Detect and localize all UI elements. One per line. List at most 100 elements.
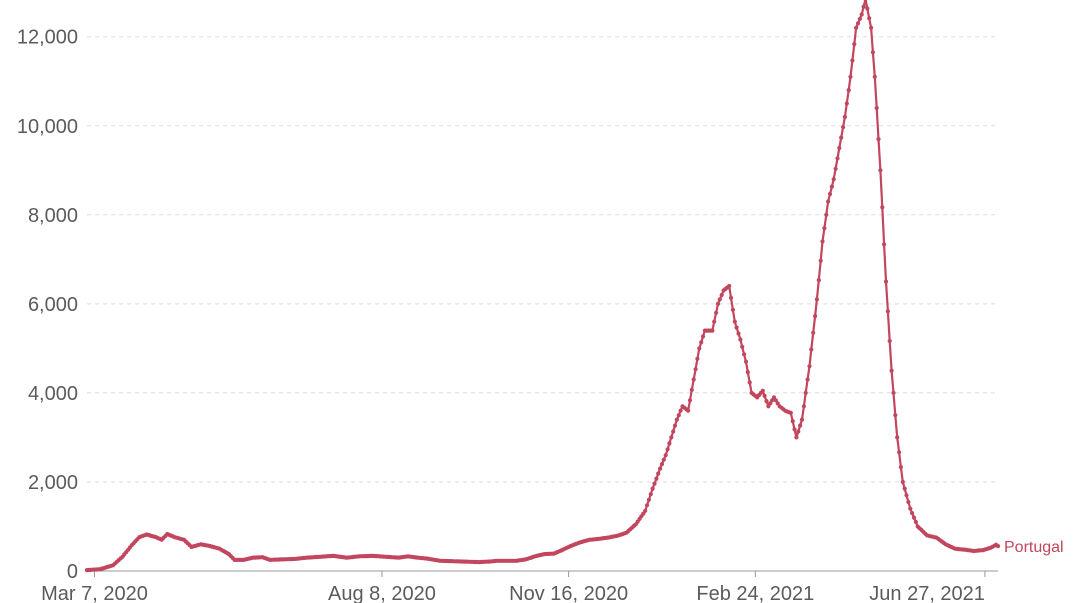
data-point: [669, 435, 674, 440]
data-point: [891, 390, 896, 395]
y-tick-label: 10,000: [17, 116, 78, 138]
data-point: [805, 377, 810, 382]
y-tick-label: 2,000: [28, 472, 78, 494]
data-point: [811, 330, 816, 335]
data-point: [678, 408, 683, 413]
data-point: [658, 466, 663, 471]
data-point: [740, 344, 745, 349]
data-point: [659, 462, 665, 467]
data-point: [672, 423, 678, 428]
data-point: [654, 476, 659, 481]
y-axis: 0 2,000 4,000 6,000 8,000 10,000 12,000: [17, 27, 78, 583]
data-point: [841, 125, 846, 130]
data-point: [730, 307, 736, 312]
data-point: [644, 503, 650, 508]
data-point: [831, 177, 836, 182]
data-point: [885, 309, 891, 314]
data-point: [742, 352, 747, 357]
data-point: [646, 497, 652, 502]
data-point: [814, 297, 820, 302]
data-point: [652, 481, 657, 486]
data-point: [870, 50, 876, 55]
data-point: [820, 239, 825, 244]
data-point: [824, 212, 829, 217]
data-point: [906, 499, 911, 505]
data-point: [902, 486, 907, 491]
data-point: [865, 6, 870, 11]
data-point: [872, 74, 877, 79]
data-point: [745, 370, 750, 375]
data-point: [876, 137, 881, 142]
data-point: [794, 435, 799, 440]
x-tick-label: Jun 27, 2021: [869, 583, 985, 603]
x-tick-label: Mar 7, 2020: [41, 583, 148, 603]
series-line-portugal: [85, 0, 1000, 572]
data-point: [857, 16, 863, 21]
data-point: [650, 486, 655, 491]
data-point: [661, 457, 666, 462]
data-point: [887, 338, 892, 344]
data-point: [699, 340, 704, 345]
data-point: [818, 258, 823, 263]
data-point: [728, 295, 734, 300]
data-point: [816, 278, 821, 283]
data-point: [671, 429, 676, 434]
data-point: [764, 399, 769, 404]
y-tick-label: 8,000: [28, 205, 78, 227]
series-layer: [84, 0, 1001, 573]
data-point: [710, 328, 715, 333]
data-point: [796, 429, 801, 434]
y-tick-label: 0: [67, 561, 78, 583]
data-point: [900, 479, 905, 485]
data-point: [760, 388, 765, 393]
x-tick-label: Feb 24, 2021: [696, 583, 814, 603]
data-point: [656, 471, 661, 476]
data-point: [822, 226, 827, 231]
data-point: [801, 404, 807, 409]
data-point: [714, 310, 719, 315]
data-point: [827, 191, 833, 197]
x-tick-label: Nov 16, 2020: [509, 583, 628, 603]
data-point: [717, 297, 722, 302]
x-tick-label: Aug 8, 2020: [328, 583, 436, 603]
data-point: [874, 105, 879, 111]
data-point: [813, 314, 818, 319]
data-point: [663, 453, 668, 458]
x-axis: Mar 7, 2020 Aug 8, 2020 Nov 16, 2020 Feb 24…: [41, 571, 986, 603]
data-point: [648, 492, 653, 497]
data-point: [855, 21, 861, 26]
data-point: [844, 101, 849, 106]
data-point: [766, 404, 771, 409]
data-point: [809, 347, 814, 352]
data-point: [790, 419, 795, 424]
series-label: Portugal: [1004, 539, 1064, 556]
data-point: [693, 367, 698, 372]
data-point: [995, 544, 1001, 549]
data-point: [676, 413, 681, 418]
data-point: [803, 390, 808, 395]
data-point: [908, 506, 913, 511]
data-point: [882, 242, 887, 247]
data-point: [732, 319, 737, 324]
data-point: [700, 334, 706, 339]
data-point: [878, 168, 883, 173]
data-point: [848, 74, 853, 79]
data-point: [792, 427, 797, 432]
data-point: [852, 42, 857, 47]
data-point: [846, 88, 851, 93]
data-point: [738, 337, 743, 342]
data-point: [897, 450, 902, 455]
data-point: [880, 205, 885, 210]
data-point: [691, 377, 696, 382]
y-tick-label: 6,000: [28, 294, 78, 316]
data-point: [686, 408, 691, 413]
data-point: [863, 0, 868, 1]
data-point: [833, 166, 838, 171]
data-point: [674, 417, 680, 422]
data-point: [743, 359, 749, 364]
data-point: [727, 283, 732, 289]
data-point: [665, 447, 670, 452]
data-point: [854, 25, 859, 30]
data-point: [829, 184, 835, 189]
